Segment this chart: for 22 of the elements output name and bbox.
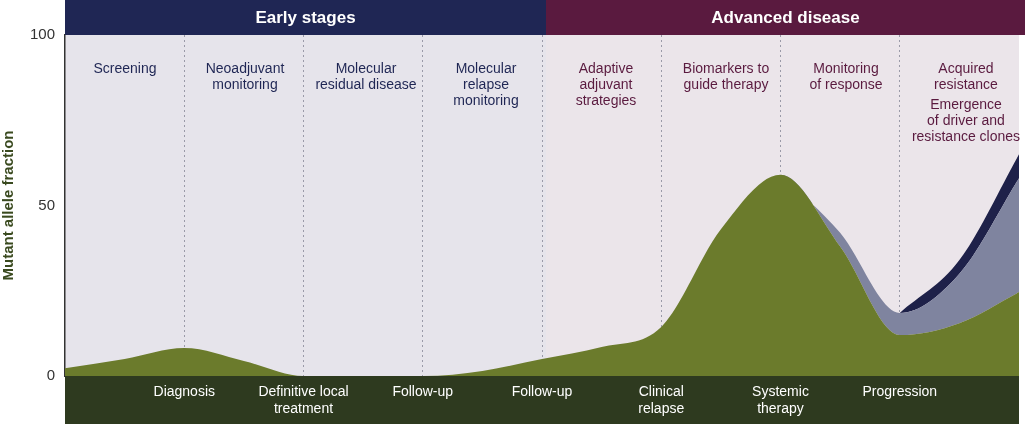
annotation: Molecular residual disease	[314, 60, 418, 92]
x-tick-label: Clinical relapse	[638, 383, 685, 417]
y-tick-label: 50	[38, 195, 55, 213]
x-tick-label: Follow-up	[511, 383, 573, 400]
x-tick-label: Progression	[862, 383, 938, 400]
annotation: Neoadjuvant monitoring	[204, 60, 286, 92]
y-tick-label: 100	[29, 25, 55, 43]
annotation: Molecular relapse monitoring	[452, 60, 520, 108]
annotation: Acquired resistance	[933, 60, 999, 92]
annotation: Screening	[92, 60, 158, 76]
y-axis-title: Mutant allele fraction	[0, 130, 17, 281]
y-tick-label: 0	[46, 366, 55, 384]
x-tick-label: Systemic therapy	[752, 383, 809, 417]
text: Early stages	[65, 0, 546, 35]
annotation: Adaptive adjuvant strategies	[574, 60, 638, 108]
x-tick-label: Diagnosis	[153, 383, 215, 400]
annotation: Monitoring of response	[808, 60, 884, 92]
annotation: Biomarkers to guide therapy	[681, 60, 771, 92]
text: Advanced disease	[546, 0, 1025, 35]
x-tick-label: Follow-up	[392, 383, 454, 400]
annotation: Emergence of driver and resistance clones	[910, 96, 1022, 144]
x-tick-label: Definitive local treatment	[258, 383, 349, 417]
